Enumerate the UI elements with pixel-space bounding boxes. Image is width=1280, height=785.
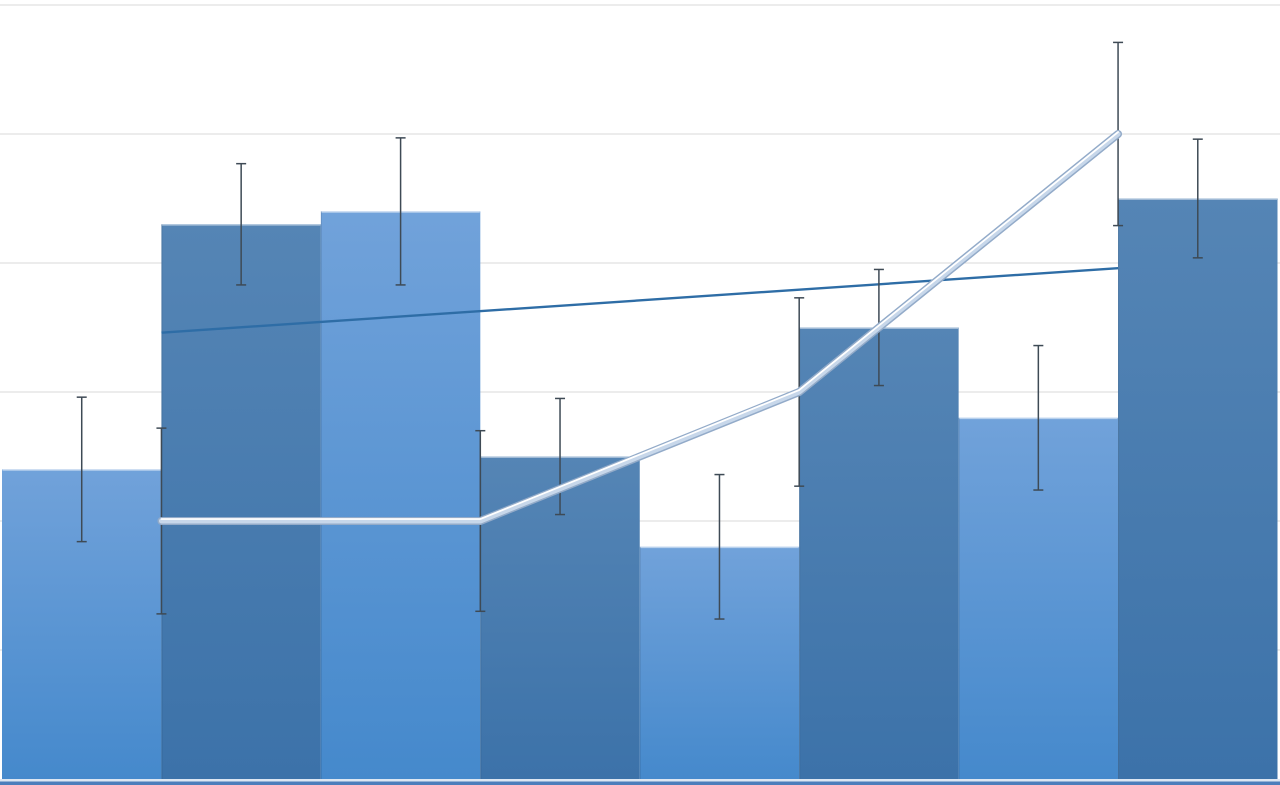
x-axis-baseline — [0, 781, 1280, 785]
bar-8 — [1118, 198, 1278, 779]
series-line-thick-core — [158, 131, 1121, 524]
bar-6 — [799, 327, 959, 779]
trend-line-thin — [161, 266, 1119, 334]
bar-3 — [320, 211, 481, 779]
series-line-thick-highlight — [160, 131, 1119, 520]
x-axis-baseline-light — [0, 779, 1280, 782]
bar-2 — [161, 224, 321, 780]
